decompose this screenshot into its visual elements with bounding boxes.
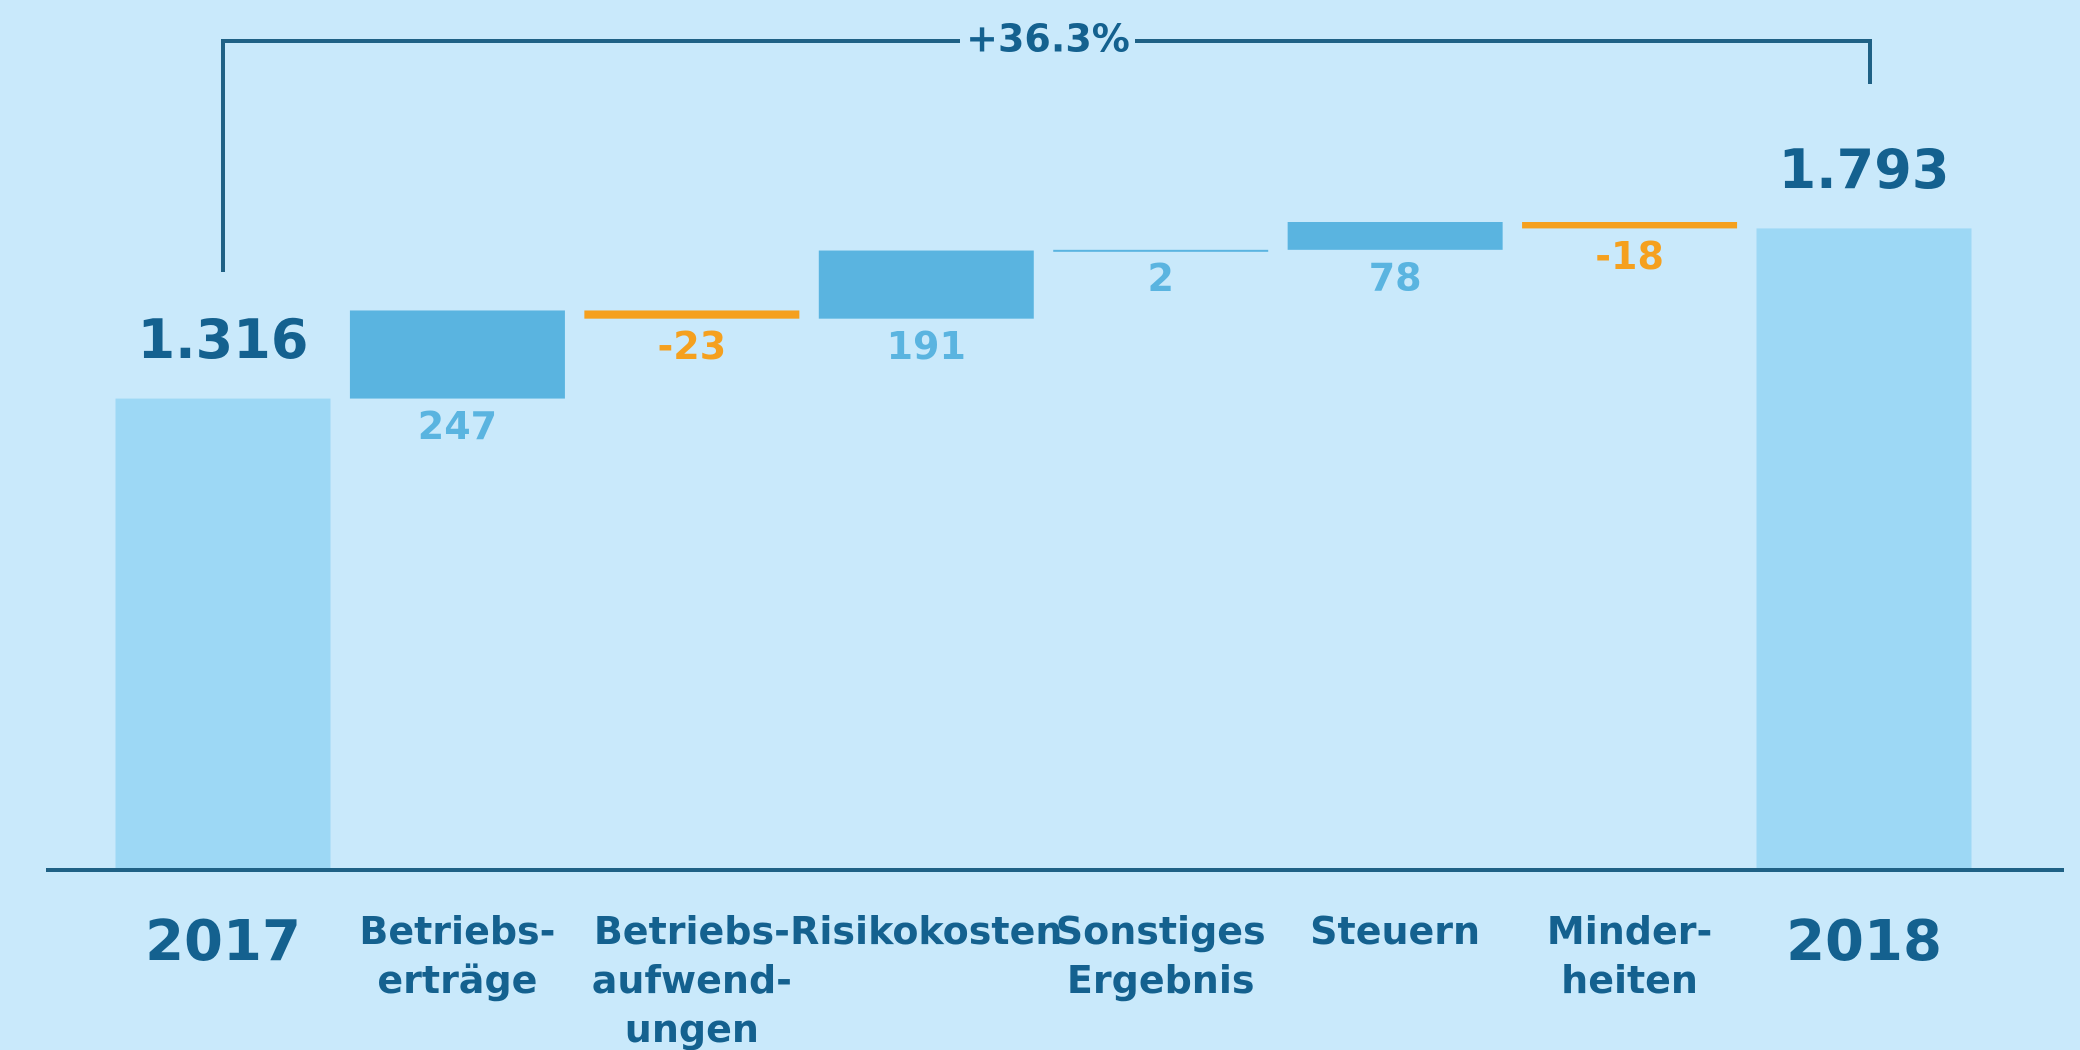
category-line: Risikokosten <box>790 909 1062 953</box>
category-line: Steuern <box>1310 909 1480 953</box>
category-line: 2017 <box>145 909 301 974</box>
category-line: 2018 <box>1786 909 1942 974</box>
bar <box>115 398 331 868</box>
bar <box>1522 222 1738 229</box>
annotation-bg <box>960 16 1135 66</box>
category-line: erträge <box>377 958 537 1002</box>
value-label: 1.793 <box>1779 138 1950 201</box>
bar <box>349 310 565 399</box>
value-label: -23 <box>658 324 727 368</box>
bar <box>1756 228 1972 868</box>
category-label: Betriebs-aufwend-ungen <box>592 909 792 1050</box>
value-label: -18 <box>1595 234 1664 278</box>
category-line: Ergebnis <box>1067 958 1255 1002</box>
value-label: 1.316 <box>138 308 309 371</box>
category-line: Minder- <box>1547 909 1712 953</box>
value-label: 191 <box>887 324 966 368</box>
category-label: Sonstiges Ergebnis <box>1056 909 1266 1002</box>
category-label: Steuern <box>1310 909 1480 953</box>
category-label: 2017 <box>145 909 301 974</box>
category-line: ungen <box>625 1007 759 1050</box>
bar <box>1287 222 1503 250</box>
category-line: heiten <box>1561 958 1698 1002</box>
bar <box>1053 249 1269 252</box>
bar <box>584 310 800 319</box>
category-line: Betriebs- <box>359 909 555 953</box>
category-label: Minder-heiten <box>1547 909 1712 1002</box>
value-label: 247 <box>418 404 497 448</box>
value-label: 78 <box>1369 255 1422 299</box>
category-label: Risikokosten <box>790 909 1062 953</box>
category-label: 2018 <box>1786 909 1942 974</box>
category-line: Sonstiges <box>1056 909 1266 953</box>
category-line: aufwend- <box>592 958 792 1002</box>
category-line: Betriebs- <box>594 909 790 953</box>
bar <box>818 250 1034 319</box>
category-label: Betriebs-erträge <box>359 909 555 1002</box>
annotation: +36.3% <box>966 17 1130 61</box>
value-label: 2 <box>1147 256 1173 300</box>
